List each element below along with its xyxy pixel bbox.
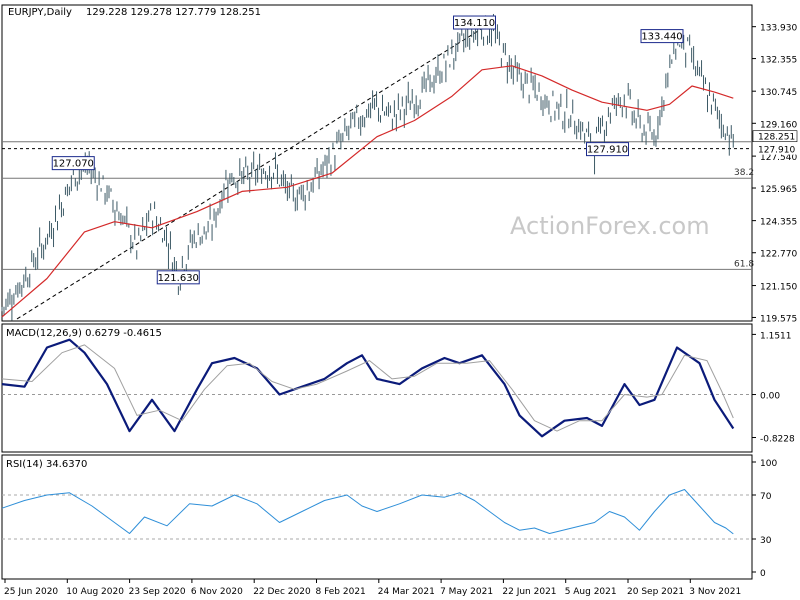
support-price-label: 127.910 xyxy=(758,146,795,156)
annotation-box-2 xyxy=(51,156,95,171)
rsi-line xyxy=(1,489,734,535)
annotation-label-0: 134.110 xyxy=(454,18,495,29)
x-tick-label-8: 22 Jun 2021 xyxy=(502,587,556,597)
macd-tick-label-2: -0.8228 xyxy=(760,435,795,445)
macd-tick-label-1: 0.00 xyxy=(760,392,780,402)
symbol-label: EURJPY,Daily xyxy=(8,7,72,18)
annotation-label-2: 127.070 xyxy=(53,159,94,170)
signal-line xyxy=(1,344,734,432)
annotation-label-3: 121.630 xyxy=(158,273,199,284)
support-price-tag xyxy=(753,143,797,155)
x-tick-label-4: 22 Dec 2020 xyxy=(253,587,311,597)
x-tick-label-11: 3 Nov 2021 xyxy=(689,587,741,597)
ohlc-label: 129.228 129.278 127.779 128.251 xyxy=(86,7,261,18)
price-tick-label-7: 122.770 xyxy=(760,250,797,260)
annotation-box-3 xyxy=(156,270,200,285)
x-tick-label-9: 5 Aug 2021 xyxy=(565,587,617,597)
x-tick-label-3: 6 Nov 2020 xyxy=(191,587,243,597)
macd-tick-label-0: 1.1511 xyxy=(760,331,792,341)
fib-label-38-2: 38.2 xyxy=(734,168,754,178)
x-tick-label-7: 7 May 2021 xyxy=(440,587,493,597)
rsi-tick-label-1: 70 xyxy=(760,492,772,502)
macd-layer xyxy=(1,338,752,438)
x-tick-label-2: 23 Sep 2020 xyxy=(129,587,186,597)
x-tick-label-1: 10 Aug 2020 xyxy=(66,587,124,597)
macd-panel-frame xyxy=(1,323,753,453)
x-tick-label-10: 20 Sep 2021 xyxy=(627,587,684,597)
ema-line xyxy=(1,65,734,318)
rsi-tick-label-2: 30 xyxy=(760,536,772,546)
price-tick-label-1: 132.355 xyxy=(760,56,797,66)
rsi-tick-label-3: 0 xyxy=(760,569,766,579)
price-tick-label-0: 133.930 xyxy=(760,24,797,34)
annotation-box-0 xyxy=(453,15,496,30)
rsi-title: RSI(14) 34.6370 xyxy=(6,459,87,470)
current-price-tag xyxy=(752,130,798,143)
price-tick-label-2: 130.745 xyxy=(760,88,797,98)
axis-layer: 133.930 132.355 130.745 129.160 127.540 125.9… xyxy=(4,24,797,597)
x-tick-label-0: 25 Jun 2020 xyxy=(4,587,58,597)
price-tick-label-9: 119.575 xyxy=(760,314,797,324)
price-layer: 38.2 61.8 134.110 133.440 127.070 121.630 127.… xyxy=(1,13,754,321)
annotation-box-1 xyxy=(640,29,684,44)
price-tick-label-3: 129.160 xyxy=(760,120,797,130)
rsi-layer xyxy=(1,489,752,540)
current-price-label: 128.251 xyxy=(758,133,795,143)
price-tick-label-5: 125.965 xyxy=(760,185,797,195)
price-tick-label-6: 124.355 xyxy=(760,218,797,228)
price-panel-frame xyxy=(1,4,753,322)
x-tick-label-5: 8 Feb 2021 xyxy=(316,587,366,597)
annotation-label-1: 133.440 xyxy=(641,32,682,43)
rsi-tick-label-0: 100 xyxy=(760,459,777,469)
macd-line xyxy=(1,338,735,438)
price-tick-label-8: 121.150 xyxy=(760,283,797,293)
rsi-panel-frame xyxy=(1,454,753,580)
annotation-box-4 xyxy=(586,142,629,157)
trend-line xyxy=(16,18,498,320)
annotation-label-4: 127.910 xyxy=(587,145,628,156)
x-tick-label-6: 24 Mar 2021 xyxy=(378,587,435,597)
price-tick-label-4: 127.540 xyxy=(760,153,797,163)
fib-label-61-8: 61.8 xyxy=(734,259,754,269)
macd-title: MACD(12,26,9) 0.6279 -0.4615 xyxy=(6,328,162,339)
watermark: ActionForex.com xyxy=(510,212,710,240)
